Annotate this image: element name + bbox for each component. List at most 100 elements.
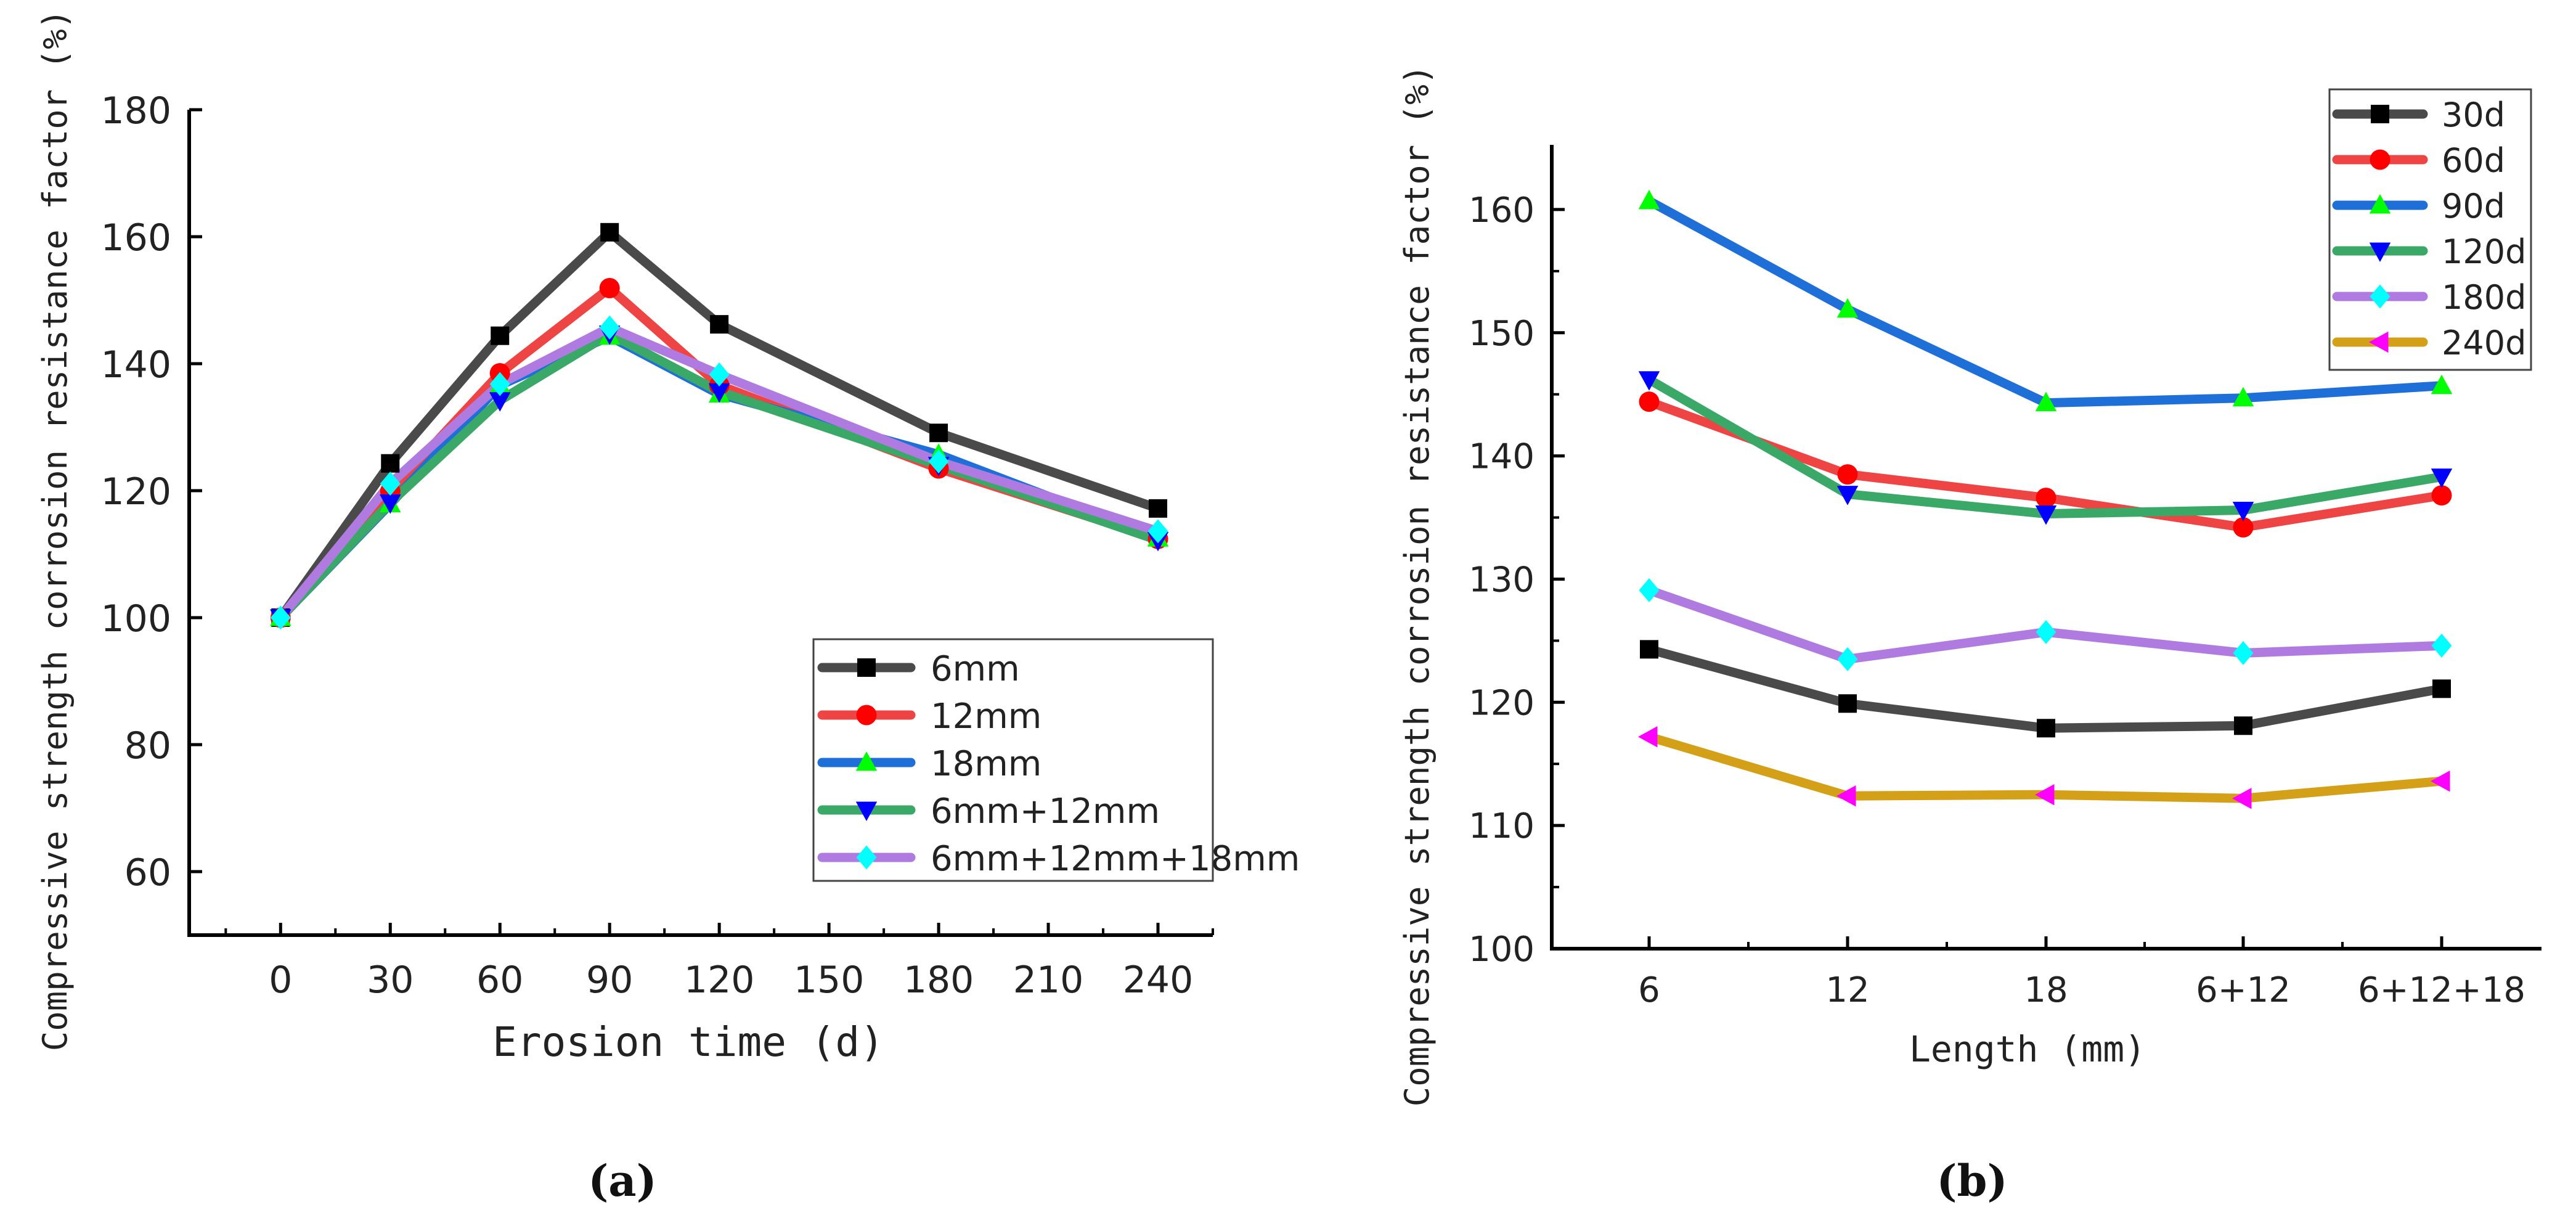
panel-a-legend-label: 6mm (931, 649, 1020, 689)
panel-a-legend-label: 18mm (931, 744, 1041, 784)
panel-b-x-axis-label: Length (mm) (1909, 1028, 2146, 1070)
panel-b-caption: (b) (1936, 1155, 2007, 1206)
panel-a-legend-label: 6mm+12mm (931, 791, 1160, 832)
panel-b-data-point (2233, 517, 2254, 538)
panel-a-x-tick-label: 150 (794, 959, 865, 1002)
panel-b-legend-label: 30d (2442, 96, 2505, 134)
panel-a-data-point (1149, 499, 1168, 518)
panel-b-data-point (1836, 486, 1859, 505)
panel-a-y-tick-label: 140 (100, 343, 171, 386)
panel-a-data-point (489, 372, 510, 396)
panel-b-legend-label: 60d (2442, 141, 2505, 180)
panel-b-data-point (2035, 783, 2055, 806)
panel-a-legend-marker (856, 705, 877, 726)
panel-b-y-tick-label: 140 (1469, 437, 1535, 477)
panel-b-data-point (1638, 726, 1658, 748)
panel-b-legend-marker (2370, 149, 2391, 170)
panel-b-data-point (2037, 719, 2055, 738)
panel-b-y-tick-label: 130 (1469, 560, 1535, 600)
panel-b-data-point (2432, 679, 2451, 698)
chart-panel-a: 60 80 100 120 140 160 180 0 30 60 90 120 150 180 210 24… (36, 9, 1300, 1206)
panel-a-data-point (708, 383, 730, 403)
panel-a-legend-marker (857, 658, 876, 677)
panel-b-data-point (1836, 298, 1859, 318)
panel-b-y-axis-label: Compressive strength corrosion resistanc… (1398, 65, 1437, 1107)
panel-a-y-tick-label: 60 (124, 851, 171, 894)
panel-b-x-tick-label: 18 (2024, 970, 2068, 1010)
panel-a-y-tick-label: 160 (100, 216, 171, 260)
panel-b-y-tick-label: 100 (1469, 930, 1535, 970)
panel-b-data-point (1836, 785, 1856, 807)
panel-b-legend-marker (2369, 194, 2391, 214)
panel-a-data-point (380, 494, 401, 514)
panel-b-data-point (1639, 578, 1660, 602)
panel-a-y-tick-label: 180 (100, 89, 171, 133)
panel-b-x-tick-label: 6 (1638, 970, 1660, 1010)
panel-b-data-point (2036, 488, 2056, 509)
panel-a-markers (270, 223, 1169, 630)
panel-a-data-point (1147, 519, 1168, 544)
panel-a-data-point (599, 277, 620, 298)
panel-b-legend-marker (2369, 331, 2389, 353)
panel-a-x-tick-label: 0 (269, 959, 292, 1002)
panel-a-x-tick-label: 60 (476, 959, 523, 1002)
panel-a-x-tick-label: 180 (903, 959, 974, 1002)
panel-b-legend-label: 180d (2442, 278, 2526, 317)
panel-b-ticks: 100 110 120 130 140 150 160 6 12 18 6+12 6+12+18 (1469, 190, 2525, 1010)
panel-a-y-tick-label: 100 (100, 597, 171, 640)
panel-a-data-point (929, 423, 948, 443)
panel-b-data-point (2431, 468, 2453, 488)
panel-a-data-point (600, 223, 619, 242)
panel-b-data-point (2431, 374, 2453, 395)
panel-a-data-point (270, 605, 291, 630)
panel-b-legend-label: 90d (2442, 187, 2505, 226)
panel-b-data-point (2036, 620, 2056, 644)
panel-b-data-point (2232, 787, 2252, 809)
panel-b-markers (1638, 189, 2453, 809)
panel-b-legend-label: 240d (2442, 324, 2526, 362)
panel-b-data-point (2232, 502, 2254, 521)
panel-b-y-tick-label: 160 (1469, 190, 1535, 231)
panel-a-series-line-0 (275, 227, 1163, 623)
panel-a-data-point (599, 315, 620, 340)
panel-b-legend: 30d 60d 90d 120d 180d 240d (2328, 88, 2532, 371)
panel-b-series-line-0 (1644, 644, 2447, 733)
panel-b-x-tick-label: 12 (1825, 970, 1869, 1010)
panel-a-data-point (489, 392, 511, 412)
panel-b-data-point (1837, 647, 1858, 671)
panel-b-y-tick-label: 150 (1469, 314, 1535, 354)
panel-a-x-tick-label: 120 (684, 959, 755, 1002)
panel-a-legend: 6mm 12mm 18mm 6mm+12mm 6mm+12mm+18mm (812, 638, 1300, 882)
panel-b-data-point (2431, 485, 2452, 506)
panel-a-data-point (710, 315, 729, 334)
panel-a-legend-marker (855, 801, 878, 821)
panel-b-data-point (2431, 633, 2452, 658)
panel-a-legend-label: 12mm (931, 697, 1041, 737)
chart-panel-b: 100 110 120 130 140 150 160 6 12 18 6+12 6+12+18 Co… (1398, 65, 2541, 1206)
panel-b-data-point (1639, 391, 1660, 412)
panel-a-y-axis-label: Compressive strength corrosion resistanc… (36, 9, 75, 1052)
panel-a-x-tick-label: 90 (586, 959, 633, 1002)
panel-b-data-point (1640, 640, 1658, 659)
panel-a-x-axis-label: Erosion time (d) (492, 1018, 884, 1066)
panel-b-y-tick-label: 110 (1469, 806, 1535, 846)
panel-a-series-lines (275, 227, 1163, 623)
panel-b-data-point (2233, 640, 2254, 665)
panel-a-legend-label: 6mm+12mm+18mm (931, 839, 1300, 879)
panel-a-legend-marker (855, 751, 878, 771)
panel-b-data-point (2035, 505, 2057, 525)
panel-b-data-point (2232, 386, 2254, 407)
panel-a-x-tick-label: 240 (1123, 959, 1194, 1002)
panel-a-series-line-1 (275, 283, 1163, 623)
panel-a-caption: (a) (588, 1155, 657, 1206)
panel-b-legend-marker (2370, 284, 2391, 309)
panel-b-x-tick-label: 6+12+18 (2358, 970, 2525, 1010)
panel-b-series-line-2 (1644, 196, 2447, 408)
panel-a-data-point (380, 472, 401, 496)
panel-a-y-tick-label: 80 (124, 724, 171, 767)
panel-b-legend-label: 120d (2442, 232, 2526, 271)
panel-b-data-point (2234, 716, 2252, 735)
panel-b-data-point (2035, 391, 2057, 412)
panel-b-legend-marker (2369, 242, 2391, 262)
